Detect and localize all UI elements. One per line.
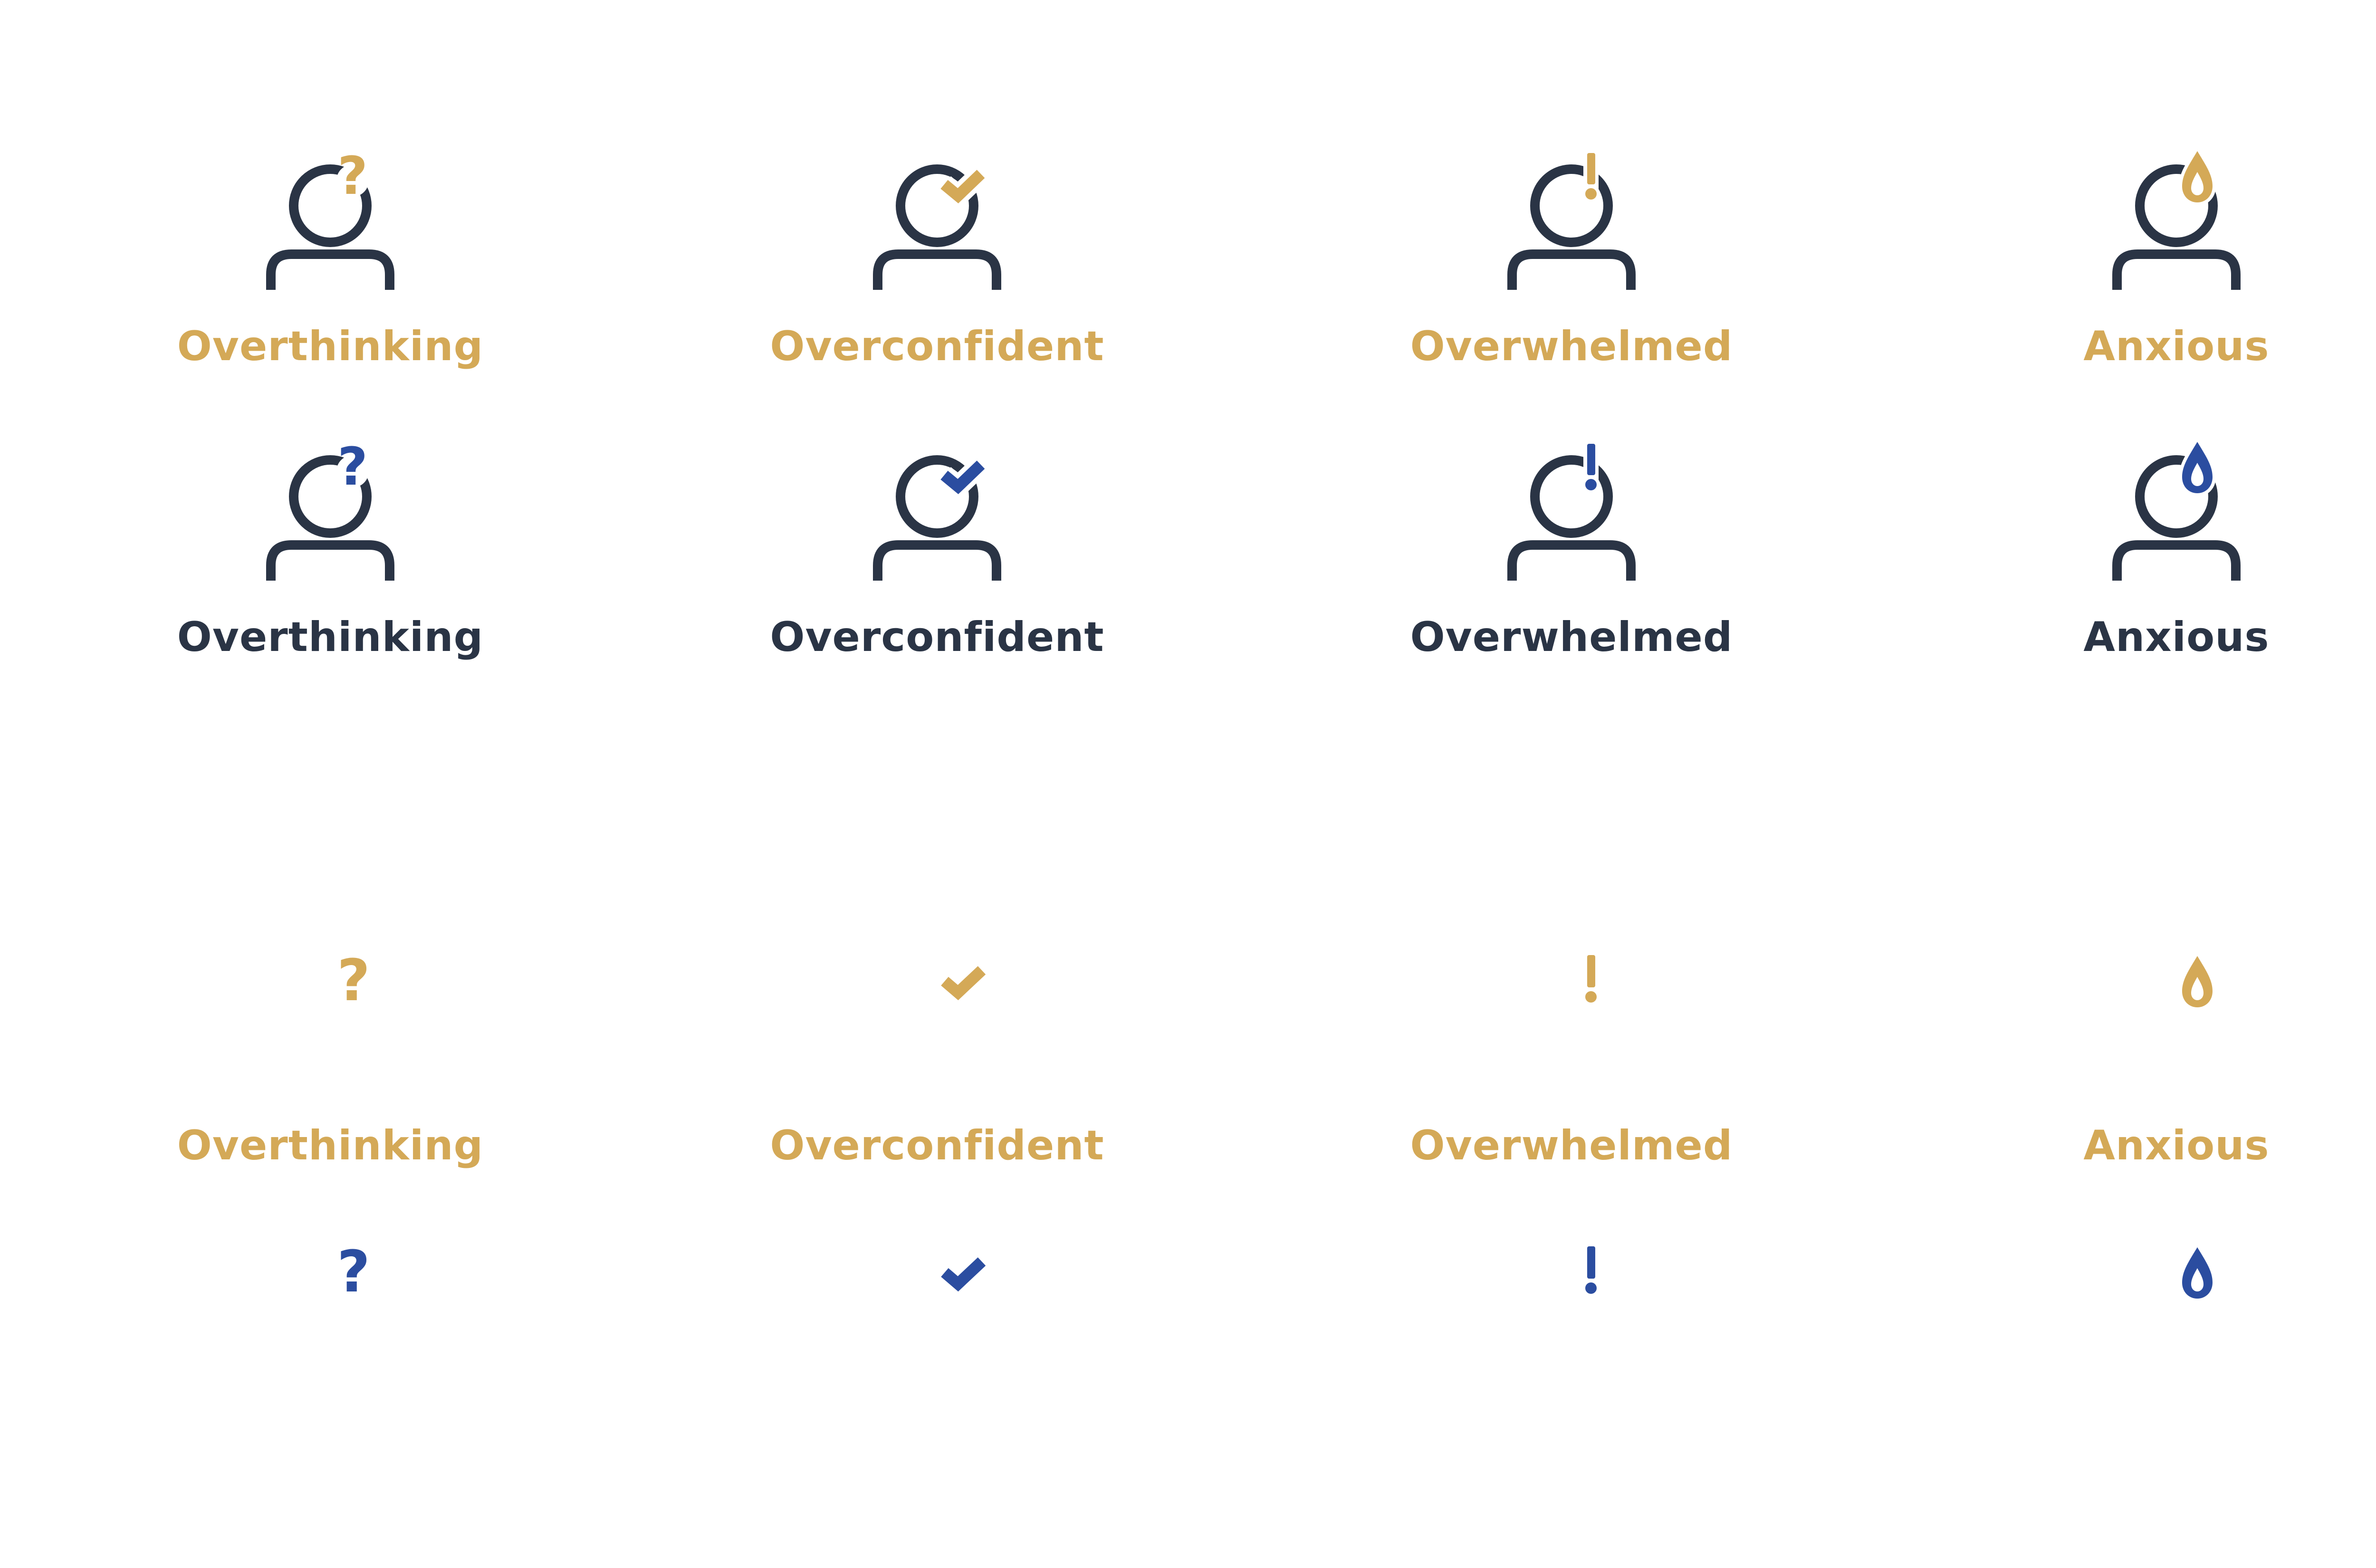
label-anxious: Anxious xyxy=(2083,323,2269,370)
exclamation-mark-icon xyxy=(1585,1246,1597,1294)
exclamation-mark-icon xyxy=(1585,955,1597,1003)
exclamation-mark-icon xyxy=(1583,442,1599,498)
row-labels-gold: Overthinking Overconfident Overwhelmed A… xyxy=(177,1122,2269,1169)
label-overwhelmed: Overwhelmed xyxy=(1410,323,1733,370)
question-mark-icon: ? xyxy=(336,436,369,497)
row-symbols-blue: ? xyxy=(337,1239,2213,1305)
checkmark-icon xyxy=(937,166,988,210)
question-mark-icon: ? xyxy=(337,948,370,1014)
sweat-drop-icon xyxy=(2182,1247,2213,1299)
question-mark-icon: ? xyxy=(336,145,369,206)
person-overwhelmed-gold: Overwhelmed xyxy=(1410,151,1733,370)
row-symbols-gold: ? xyxy=(337,948,2213,1014)
person-icon xyxy=(2112,455,2241,581)
checkmark-icon xyxy=(941,1257,986,1292)
checkmark-icon xyxy=(941,966,986,1001)
person-icon xyxy=(873,455,1001,581)
sweat-drop-icon xyxy=(2182,956,2213,1007)
person-overconfident-blue: Overconfident xyxy=(770,455,1104,661)
label-overwhelmed: Overwhelmed xyxy=(1410,1122,1733,1169)
svg-text:?: ? xyxy=(337,1239,370,1305)
row-person-blue: ? Overthinking Overconfident xyxy=(177,435,2269,661)
label-overconfident: Overconfident xyxy=(770,613,1104,661)
label-overthinking: Overthinking xyxy=(177,1122,483,1169)
label-overconfident: Overconfident xyxy=(770,323,1104,370)
question-mark-icon: ? xyxy=(337,1239,370,1305)
sweat-drop-icon xyxy=(2178,144,2216,206)
svg-text:?: ? xyxy=(337,436,368,497)
person-overthinking-gold: ? Overthinking xyxy=(177,145,483,370)
person-icon xyxy=(2112,164,2241,290)
person-anxious-blue: Anxious xyxy=(2083,435,2269,661)
person-icon xyxy=(266,164,394,290)
label-overthinking: Overthinking xyxy=(177,613,483,661)
label-overconfident: Overconfident xyxy=(770,1122,1104,1169)
label-anxious: Anxious xyxy=(2083,1122,2269,1169)
row-person-gold: ? Overthinking Overconfident xyxy=(177,144,2269,370)
person-overwhelmed-blue: Overwhelmed xyxy=(1410,442,1733,661)
svg-text:?: ? xyxy=(337,948,370,1014)
label-anxious: Anxious xyxy=(2083,613,2269,661)
person-icon xyxy=(873,164,1001,290)
person-icon xyxy=(266,455,394,581)
person-anxious-gold: Anxious xyxy=(2083,144,2269,370)
label-overthinking: Overthinking xyxy=(177,323,483,370)
svg-text:?: ? xyxy=(337,145,368,206)
label-overwhelmed: Overwhelmed xyxy=(1410,613,1733,661)
person-icon xyxy=(1507,455,1636,581)
person-overthinking-blue: ? Overthinking xyxy=(177,436,483,661)
exclamation-mark-icon xyxy=(1583,151,1599,207)
checkmark-icon xyxy=(937,457,988,501)
person-icon xyxy=(1507,164,1636,290)
sweat-drop-icon xyxy=(2178,435,2216,497)
person-overconfident-gold: Overconfident xyxy=(770,164,1104,370)
